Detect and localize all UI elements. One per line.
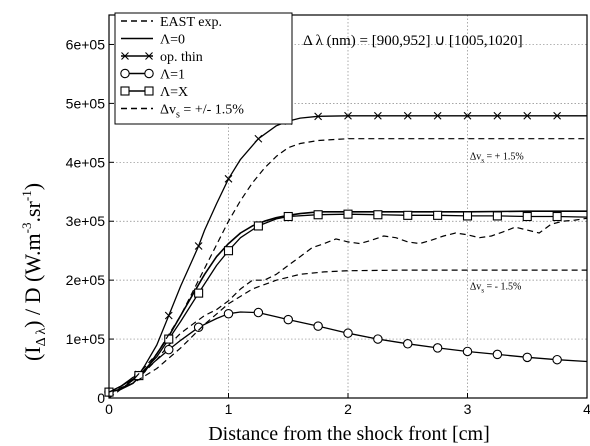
x-tick-label-3: 3 bbox=[464, 401, 472, 417]
series-4-point-11 bbox=[433, 210, 443, 220]
series-2-point-8 bbox=[344, 111, 352, 120]
legend-entry-1: Λ=0 bbox=[121, 33, 185, 48]
y-label-sub: Δ λ bbox=[34, 328, 49, 347]
series-2-point-5 bbox=[254, 134, 263, 143]
series-3-point-11 bbox=[432, 343, 443, 353]
y-tick-label-6: 6e+05 bbox=[66, 36, 106, 52]
y-tick-label-0: 0 bbox=[97, 390, 105, 406]
series-line-0 bbox=[108, 217, 588, 399]
legend-entry-2: op. thin bbox=[121, 50, 203, 65]
series-4-point-2 bbox=[164, 334, 174, 344]
series-4-point-5 bbox=[253, 221, 263, 231]
series-line-4 bbox=[108, 213, 588, 393]
band-annotation-1: Δvs = - 1.5% bbox=[470, 282, 521, 295]
series-4-point-12 bbox=[462, 211, 473, 221]
legend-label-4: Λ=X bbox=[160, 85, 188, 100]
series-line-5 bbox=[108, 138, 587, 393]
series-4-point-10 bbox=[403, 210, 413, 220]
y-label-part3: .sr bbox=[20, 200, 45, 222]
legend-marker-2-b bbox=[145, 52, 153, 60]
tick-layer: 0 1 2 3 4 0 1e+05 2e+05 3e+05 4e+05 5e+05 6e+05 bbox=[66, 36, 590, 417]
series-4-point-9 bbox=[373, 210, 383, 220]
series-2-point-11 bbox=[433, 111, 442, 120]
series-4-point-15 bbox=[552, 211, 562, 222]
series-3-point-8 bbox=[343, 328, 353, 338]
legend-box bbox=[114, 12, 293, 125]
series-3-point-13 bbox=[492, 349, 503, 360]
y-tick-label-5: 5e+05 bbox=[66, 95, 106, 111]
x-tick-label-0: 0 bbox=[105, 401, 113, 417]
series-2-point-2 bbox=[164, 311, 173, 320]
series-line-3 bbox=[108, 311, 588, 393]
y-label-part2: ) / D (W.m bbox=[20, 233, 45, 328]
series-3-point-3 bbox=[193, 322, 204, 333]
series-2-point-4 bbox=[224, 174, 233, 183]
series-3-point-14 bbox=[522, 352, 532, 363]
legend-entry-3: Λ=1 bbox=[120, 68, 185, 83]
series-line-2 bbox=[108, 115, 587, 393]
series-2-point-15 bbox=[553, 111, 562, 120]
series-line-6 bbox=[108, 269, 587, 393]
series-3-point-6 bbox=[283, 314, 293, 325]
series-3-point-2 bbox=[164, 344, 174, 355]
x-tick-label-1: 1 bbox=[225, 401, 233, 417]
legend-marker-3-a bbox=[120, 68, 130, 79]
series-2-point-7 bbox=[314, 112, 323, 121]
y-label-part1: (I bbox=[20, 346, 45, 361]
y-tick-label-3: 3e+05 bbox=[66, 213, 106, 229]
series-3-point-15 bbox=[552, 354, 562, 365]
series-3-point-10 bbox=[402, 339, 413, 349]
series-4-point-7 bbox=[313, 210, 323, 220]
series-3-point-5 bbox=[253, 307, 264, 318]
series-4-point-14 bbox=[522, 211, 532, 222]
series-2-point-10 bbox=[403, 111, 412, 120]
legend-label-2: op. thin bbox=[160, 50, 203, 65]
x-axis-label: Distance from the shock front [cm] bbox=[208, 423, 490, 445]
wavelength-annotation: Δ λ (nm) = [900,952] ∪ [1005,1020] bbox=[303, 33, 523, 49]
legend-label-0: EAST exp. bbox=[160, 15, 222, 30]
y-label-sup2: -1 bbox=[19, 190, 34, 201]
band-annotations: Δvs = + 1.5% Δvs = - 1.5% bbox=[470, 151, 524, 294]
series-4-point-6 bbox=[283, 211, 293, 222]
series-2-point-14 bbox=[523, 111, 532, 120]
y-tick-label-1: 1e+05 bbox=[66, 331, 106, 347]
legend-label-5: Δvs = +/- 1.5% bbox=[160, 103, 244, 121]
legend-label-3: Λ=1 bbox=[160, 68, 185, 83]
band-annotation-0: Δvs = + 1.5% bbox=[470, 151, 524, 164]
x-tick-label-2: 2 bbox=[344, 401, 352, 417]
series-line-1 bbox=[108, 210, 587, 393]
series-3-point-4 bbox=[223, 308, 234, 319]
series-4-point-4 bbox=[223, 246, 234, 256]
legend-marker-4-b bbox=[144, 86, 154, 96]
y-axis-label: (IΔ λ) / D (W.m-3.sr-1) bbox=[19, 183, 49, 361]
series-3-point-7 bbox=[313, 321, 323, 331]
series-4-point-8 bbox=[343, 209, 353, 219]
series-2-point-3 bbox=[194, 242, 203, 250]
legend-label-1: Λ=0 bbox=[160, 33, 185, 48]
legend-entry-0: EAST exp. bbox=[121, 15, 222, 30]
legend-marker-3-b bbox=[144, 68, 154, 79]
series-3-point-9 bbox=[373, 334, 383, 344]
y-label-end: ) bbox=[20, 183, 45, 190]
legend-entry-4: Λ=X bbox=[120, 85, 188, 100]
series-4-point-13 bbox=[492, 211, 502, 221]
y-tick-label-4: 4e+05 bbox=[66, 154, 106, 170]
series-layer bbox=[104, 111, 588, 399]
y-tick-label-2: 2e+05 bbox=[66, 272, 106, 288]
y-label-sup1: -3 bbox=[19, 223, 34, 234]
series-2-point-13 bbox=[493, 111, 502, 120]
series-2-point-9 bbox=[373, 111, 382, 120]
legend-marker-2-a bbox=[121, 52, 129, 60]
x-tick-label-4: 4 bbox=[583, 401, 590, 417]
legend-entry-5: Δvs = +/- 1.5% bbox=[121, 103, 244, 121]
series-2-point-12 bbox=[463, 111, 472, 120]
series-3-point-12 bbox=[462, 346, 473, 357]
legend-marker-4-a bbox=[120, 86, 130, 96]
legend: EAST exp. Λ=0 op. thin Λ=1 Λ=X Δvs = +/- 1.5% bbox=[114, 12, 293, 125]
series-4-point-3 bbox=[194, 288, 204, 298]
